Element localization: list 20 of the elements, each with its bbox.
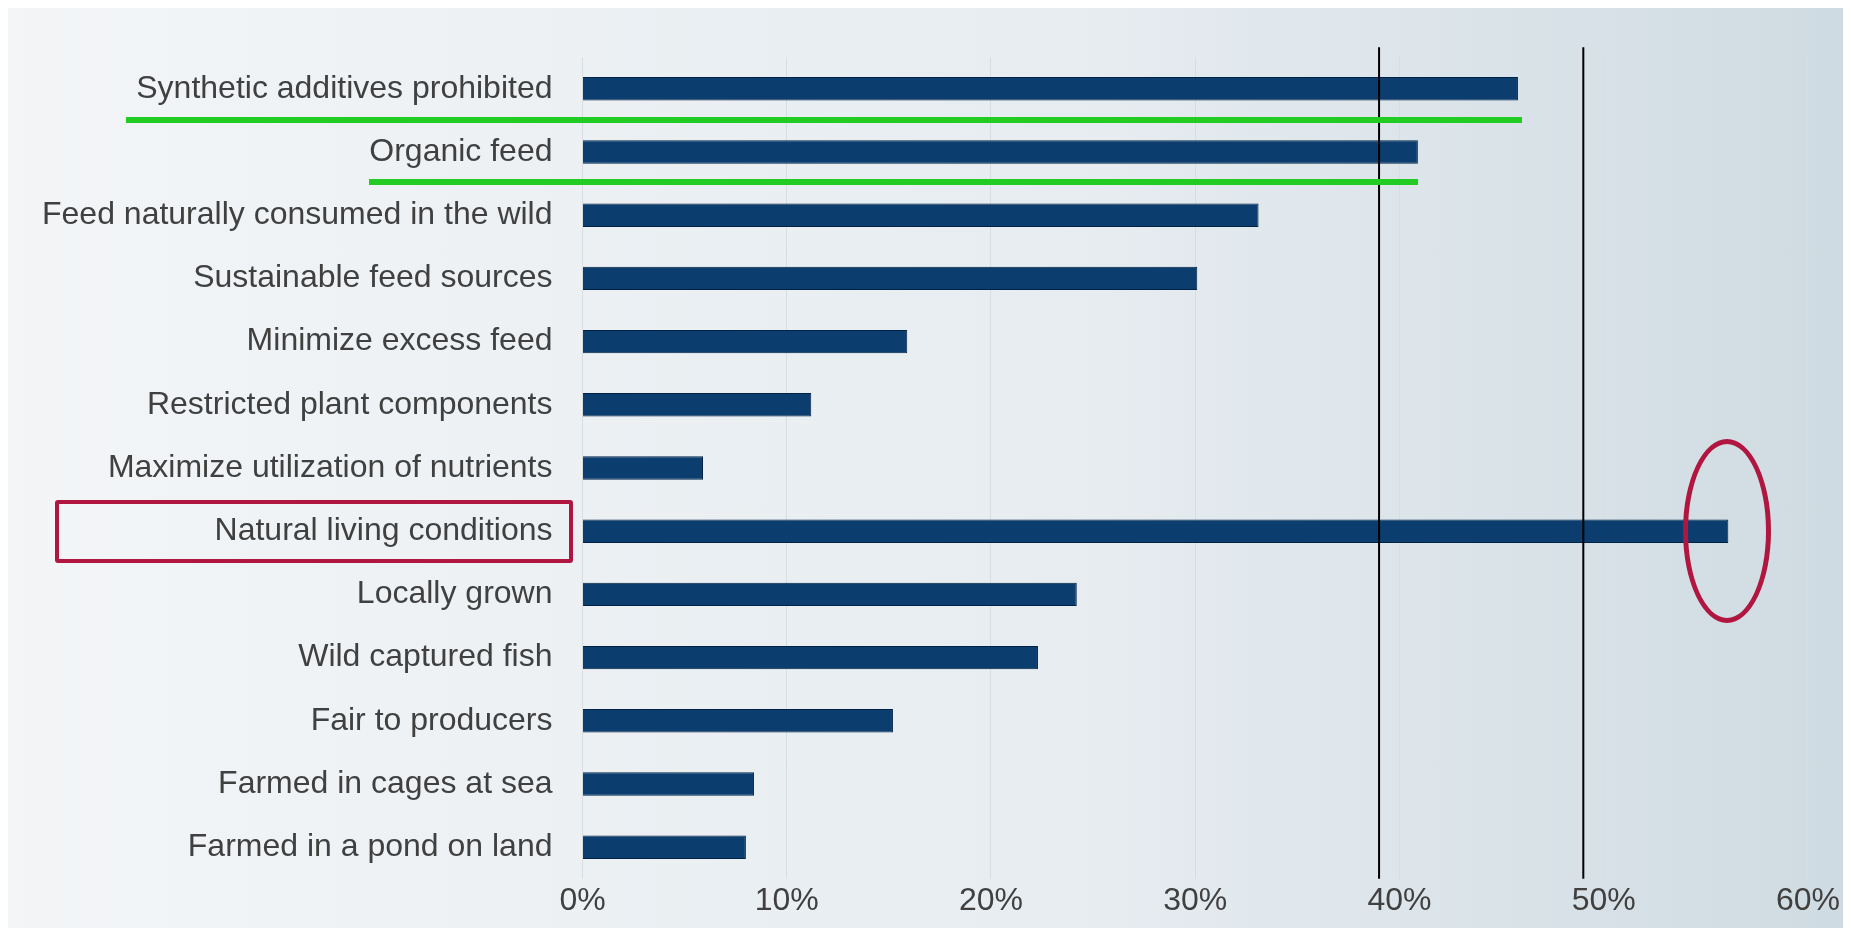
x-tick-label: 50% [1571, 880, 1636, 917]
y-tick-label: Farmed in a pond on land [187, 827, 553, 864]
x-tick-label: 30% [1163, 880, 1228, 917]
y-tick-label: Locally grown [356, 574, 553, 611]
x-tick-label: 10% [754, 880, 819, 917]
y-tick-label: Feed naturally consumed in the wild [42, 195, 553, 232]
y-tick-label: Minimize excess feed [246, 321, 553, 358]
y-tick-label: Synthetic additives prohibited [136, 68, 553, 105]
y-tick-label: Maximize utilization of nutrients [107, 447, 553, 484]
y-tick-label: Natural living conditions [214, 511, 553, 548]
x-tick-label: 20% [958, 880, 1024, 917]
y-tick-label: Sustainable feed sources [193, 258, 553, 295]
y-tick-label: Restricted plant components [146, 384, 553, 421]
x-tick-label: 60% [1775, 880, 1840, 917]
y-tick-label: Farmed in cages at sea [218, 763, 553, 800]
y-tick-label: Organic feed [369, 131, 553, 168]
y-tick-label: Fair to producers [310, 700, 553, 737]
y-tick-label: Wild captured fish [298, 637, 553, 674]
x-tick-label: 40% [1367, 880, 1432, 917]
x-tick-label: 0% [559, 880, 606, 917]
